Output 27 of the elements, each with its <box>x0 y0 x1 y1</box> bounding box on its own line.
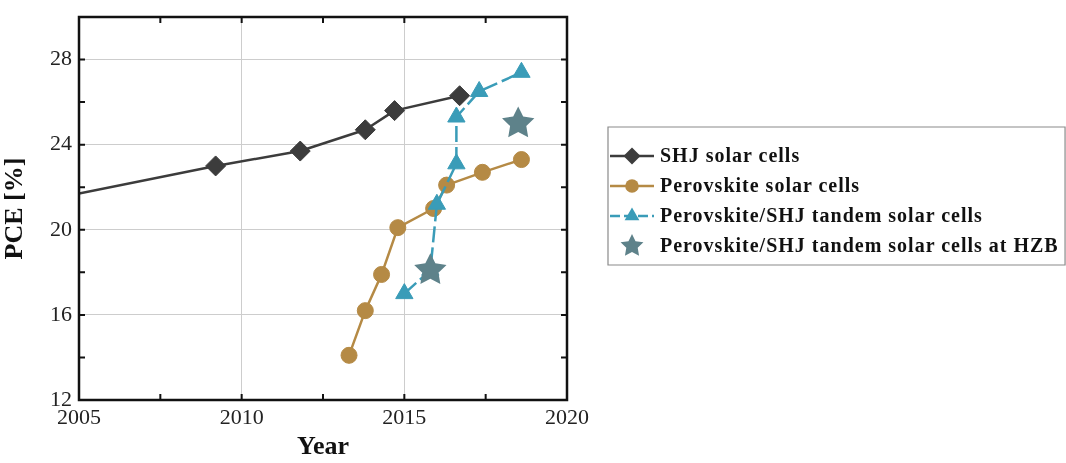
legend-label: Perovskite solar cells <box>660 174 861 197</box>
point <box>414 253 447 284</box>
x-axis-title: Year <box>297 431 349 461</box>
x-tick-label: 2015 <box>382 403 427 429</box>
x-tick-label: 2020 <box>545 403 589 429</box>
point <box>384 100 406 122</box>
y-tick-label: 24 <box>50 130 72 156</box>
point <box>373 265 391 283</box>
point <box>356 302 374 320</box>
y-tick-label: 28 <box>50 45 72 71</box>
legend-label: Perovskite/SHJ tandem solar cells <box>660 204 983 227</box>
y-tick-label: 20 <box>50 215 72 241</box>
y-tick-label: 16 <box>50 300 72 326</box>
point <box>395 283 414 300</box>
x-tick-label: 2010 <box>219 403 264 429</box>
y-axis-title: PCE [%] <box>0 157 29 260</box>
point <box>449 85 471 107</box>
point <box>512 151 530 169</box>
legend-label: SHJ solar cells <box>660 144 801 167</box>
point <box>340 346 358 364</box>
point <box>473 163 491 181</box>
point <box>354 119 376 141</box>
point <box>389 219 407 237</box>
point <box>205 155 227 177</box>
point <box>289 140 311 162</box>
point <box>502 106 535 138</box>
legend-label: Perovskite/SHJ tandem solar cells at HZB <box>660 234 1059 257</box>
